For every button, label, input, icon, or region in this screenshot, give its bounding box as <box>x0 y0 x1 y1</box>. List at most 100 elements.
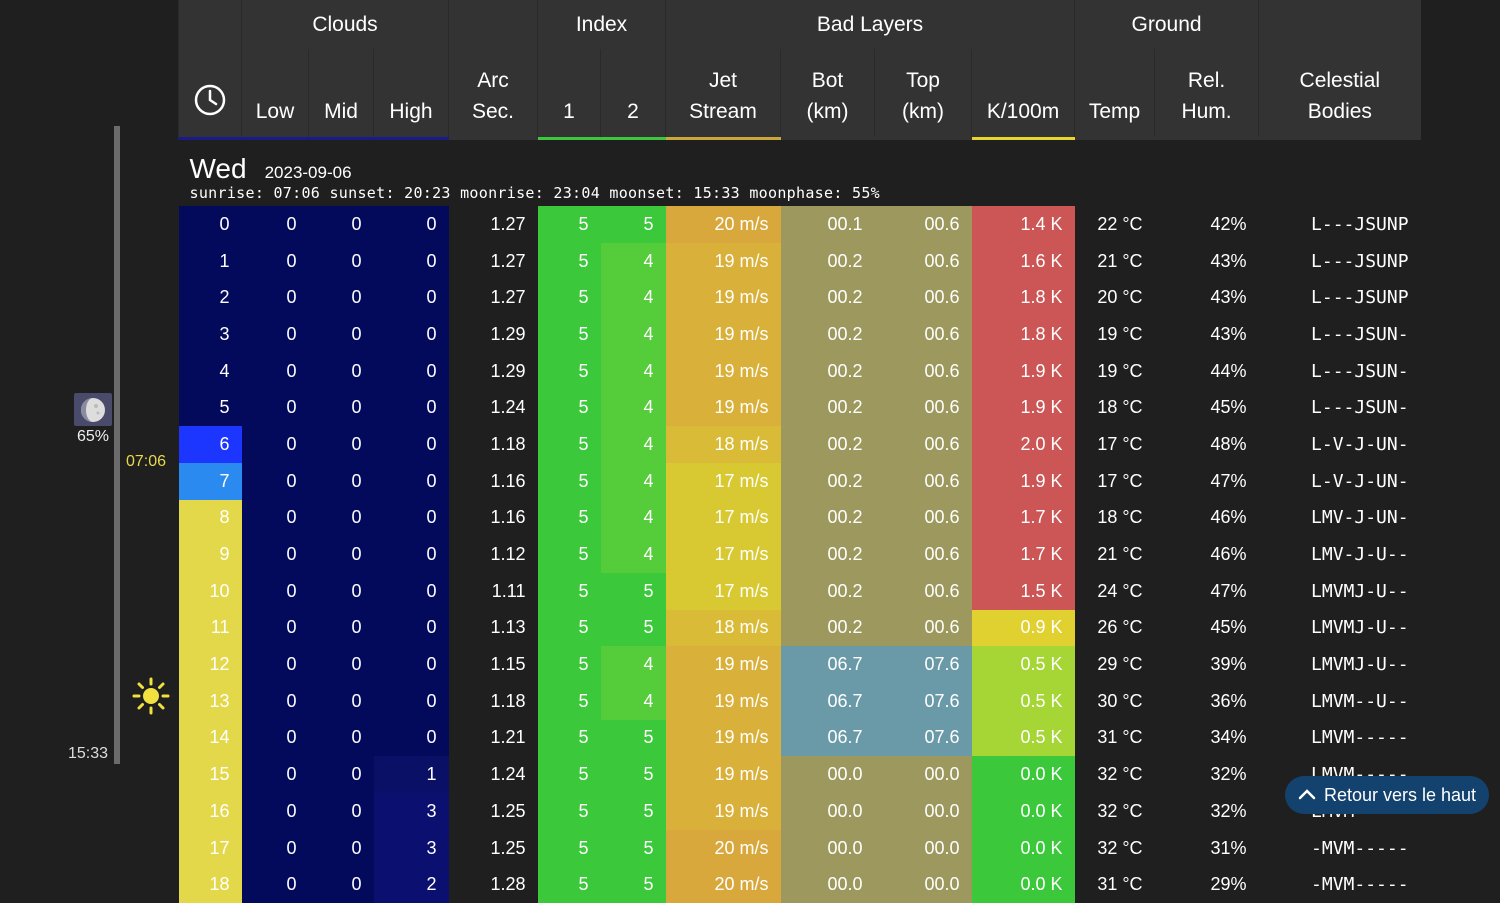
mid-cloud-cell: 0 <box>308 756 374 793</box>
bad-layer-bot-cell: 00.0 <box>780 793 875 830</box>
arc-sec-cell: 1.25 <box>448 829 538 867</box>
high-cloud-cell: 0 <box>373 426 449 463</box>
jet-stream-cell: 19 m/s <box>665 316 781 353</box>
low-cloud-cell: 0 <box>241 279 309 317</box>
celestial-bodies-cell: LMVMJ-U-- <box>1258 609 1421 647</box>
temp-header[interactable]: Temp <box>1074 49 1155 140</box>
bad-layer-bot-cell: 06.7 <box>780 646 875 683</box>
mid-cloud-cell: 0 <box>308 316 374 353</box>
hour-row: 2 0 0 0 1.27 5 4 19 m/s 00.2 00.6 1.8 K 20 °C 43% L--… <box>178 279 1421 317</box>
rel-hum-cell: 46% <box>1154 499 1259 537</box>
bad-layer-bot-cell: 00.2 <box>780 499 875 537</box>
hour-cell: 11 <box>178 609 242 647</box>
jet-stream-cell: 20 m/s <box>665 206 781 243</box>
rel-hum-cell: 44% <box>1154 352 1259 390</box>
k-per-100m-cell: 1.5 K <box>971 572 1075 610</box>
low-clouds-header[interactable]: Low <box>241 49 309 140</box>
bad-layer-top-cell: 00.6 <box>874 389 972 427</box>
high-cloud-cell: 1 <box>373 756 449 793</box>
cel-header-line2: Bodies <box>1307 100 1372 123</box>
hour-cell: 10 <box>178 572 242 610</box>
k-per-100m-cell: 0.0 K <box>971 793 1075 830</box>
arc-sec-cell: 1.12 <box>448 536 538 573</box>
top-km-header[interactable]: Top (km) <box>874 49 972 140</box>
arc-sec-cell: 1.25 <box>448 793 538 830</box>
k-per-100m-cell: 1.8 K <box>971 316 1075 353</box>
high-clouds-header[interactable]: High <box>373 49 449 140</box>
bot-km-header[interactable]: Bot (km) <box>780 49 875 140</box>
low-cloud-cell: 0 <box>241 389 309 427</box>
arc-sec-cell: 1.16 <box>448 462 538 500</box>
index-1-cell: 5 <box>537 389 601 427</box>
celestial-bodies-header[interactable]: Celestial Bodies <box>1258 49 1421 140</box>
bad-layer-top-cell: 00.6 <box>874 352 972 390</box>
hour-row: 9 0 0 0 1.12 5 4 17 m/s 00.2 00.6 1.7 K 21 °C 46% LMV… <box>178 536 1421 573</box>
k-per-100m-cell: 0.0 K <box>971 756 1075 793</box>
jet-stream-cell: 19 m/s <box>665 682 781 720</box>
mid-clouds-header[interactable]: Mid <box>308 49 374 140</box>
low-cloud-cell: 0 <box>241 206 309 243</box>
mid-cloud-cell: 0 <box>308 572 374 610</box>
arc-sec-cell: 1.24 <box>448 389 538 427</box>
hour-cell: 2 <box>178 279 242 317</box>
bad-layer-bot-cell: 00.2 <box>780 462 875 500</box>
day-header-row: Wed 2023-09-06 sunrise: 07:06 sunset: 20:… <box>178 138 1421 206</box>
high-cloud-cell: 0 <box>373 499 449 537</box>
index-2-header[interactable]: 2 <box>600 49 666 140</box>
rel-hum-header[interactable]: Rel. Hum. <box>1154 49 1259 140</box>
low-cloud-cell: 0 <box>241 352 309 390</box>
bad-layer-bot-cell: 00.2 <box>780 242 875 280</box>
low-cloud-cell: 0 <box>241 829 309 867</box>
bad-layer-top-cell: 00.6 <box>874 206 972 243</box>
low-cloud-cell: 0 <box>241 499 309 537</box>
mid-cloud-cell: 0 <box>308 389 374 427</box>
k-per-100m-cell: 1.7 K <box>971 536 1075 573</box>
rel-hum-cell: 43% <box>1154 242 1259 280</box>
hour-cell: 16 <box>178 793 242 830</box>
index-2-cell: 4 <box>600 462 666 500</box>
index-1-cell: 5 <box>537 756 601 793</box>
temp-cell: 19 °C <box>1074 316 1155 353</box>
high-cloud-cell: 3 <box>373 829 449 867</box>
index-1-cell: 5 <box>537 609 601 647</box>
hour-row: 10 0 0 0 1.11 5 5 17 m/s 00.2 00.6 1.5 K 24 °C 47% LM… <box>178 572 1421 610</box>
mid-cloud-cell: 0 <box>308 242 374 280</box>
index-1-cell: 5 <box>537 279 601 317</box>
bad-layer-bot-cell: 00.2 <box>780 279 875 317</box>
jet-stream-cell: 18 m/s <box>665 609 781 647</box>
index-2-cell: 4 <box>600 352 666 390</box>
celestial-bodies-cell: LMVMJ-U-- <box>1258 572 1421 610</box>
index-1-header[interactable]: 1 <box>537 49 601 140</box>
bad-layer-top-cell: 00.6 <box>874 499 972 537</box>
bad-layer-bot-cell: 00.2 <box>780 426 875 463</box>
back-to-top-button[interactable]: Retour vers le haut <box>1285 776 1489 814</box>
index-2-cell: 4 <box>600 242 666 280</box>
cel-header-line1: Celestial <box>1299 69 1381 92</box>
arc-sec-cell: 1.29 <box>448 316 538 353</box>
mid-cloud-cell: 0 <box>308 609 374 647</box>
arc-sec-header[interactable]: Arc Sec. <box>448 49 538 140</box>
mid-cloud-cell: 0 <box>308 279 374 317</box>
jet-stream-cell: 19 m/s <box>665 793 781 830</box>
bad-layer-top-cell: 07.6 <box>874 719 972 757</box>
temp-cell: 20 °C <box>1074 279 1155 317</box>
k-per-100m-cell: 1.4 K <box>971 206 1075 243</box>
k-per-100m-header[interactable]: K/100m <box>970 49 1075 140</box>
temp-cell: 17 °C <box>1074 462 1155 500</box>
bad-layer-top-cell: 00.0 <box>874 793 972 830</box>
hour-column-header[interactable] <box>178 0 242 140</box>
celestial-bodies-cell: L---JSUN- <box>1258 352 1421 390</box>
arc-sec-cell: 1.13 <box>448 609 538 647</box>
high-cloud-cell: 0 <box>373 279 449 317</box>
jet-stream-cell: 19 m/s <box>665 352 781 390</box>
index-2-cell: 5 <box>600 756 666 793</box>
mid-cloud-cell: 0 <box>308 682 374 720</box>
rel-hum-cell: 39% <box>1154 646 1259 683</box>
mid-cloud-cell: 0 <box>308 352 374 390</box>
temp-cell: 21 °C <box>1074 242 1155 280</box>
index-2-cell: 4 <box>600 426 666 463</box>
hour-row: 17 0 0 3 1.25 5 5 20 m/s 00.0 00.0 0.0 K 32 °C 31% -M… <box>178 829 1421 867</box>
jet-stream-header[interactable]: Jet Stream <box>665 49 781 140</box>
rel-hum-cell: 31% <box>1154 829 1259 867</box>
temp-cell: 31 °C <box>1074 719 1155 757</box>
